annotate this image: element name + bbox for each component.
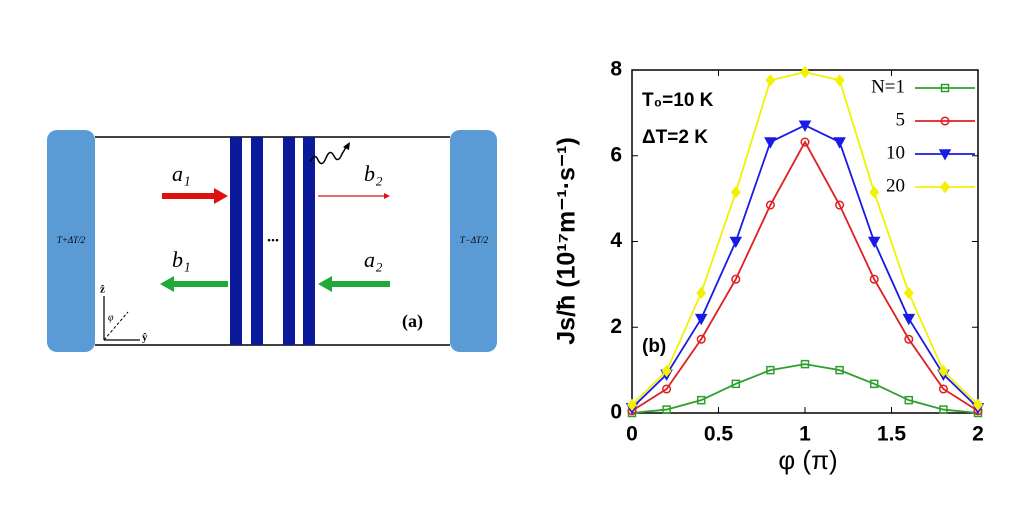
marker: [940, 116, 950, 126]
arrow-b2-head: [384, 193, 390, 199]
left-reservoir: [47, 130, 95, 352]
marker: [833, 137, 846, 149]
arrow-b1-head: [160, 276, 174, 292]
marker: [904, 334, 914, 344]
y-tick-label: 2: [610, 315, 622, 338]
annotation: (b): [642, 336, 666, 357]
marker: [800, 65, 810, 79]
x-tick-label: 0: [626, 423, 638, 446]
arrow-a2-head: [318, 276, 332, 292]
marker: [800, 359, 810, 369]
marker: [902, 313, 916, 326]
marker: [939, 405, 948, 414]
marker: [662, 405, 671, 414]
emission-arrowhead: [343, 142, 350, 150]
layer: [251, 137, 263, 345]
marker: [834, 74, 845, 87]
ellipsis: ...: [267, 229, 279, 246]
marker: [867, 236, 881, 249]
axis-y-label: ŷ: [142, 332, 148, 344]
marker: [869, 379, 879, 389]
y-tick-label: 8: [610, 58, 622, 81]
axis-angle-label: φ: [108, 312, 114, 323]
y-axis-label: Js/ħ (10¹⁷m⁻¹·s⁻¹): [553, 137, 581, 345]
marker: [835, 365, 844, 375]
diagram: T+ΔT/2 T−ΔT/2 ... a₁ b₂ b₁ a₂ ẑ ŷ φ (a): [47, 130, 497, 352]
y-tick-label: 0: [610, 401, 622, 424]
marker: [766, 365, 775, 375]
marker: [694, 313, 708, 326]
marker: [661, 364, 672, 378]
marker: [938, 384, 948, 394]
marker: [696, 286, 707, 300]
marker: [938, 149, 952, 161]
axis-z-label: ẑ: [100, 284, 105, 296]
legend-label: N=1: [871, 76, 905, 97]
marker: [903, 286, 914, 300]
y-tick-label: 4: [610, 229, 622, 252]
angle-axis: [103, 311, 129, 341]
marker: [835, 200, 845, 210]
right-reservoir-label: T−ΔT/2: [460, 235, 489, 245]
layer: [303, 137, 315, 345]
x-tick-label: 2: [972, 423, 984, 446]
marker: [730, 185, 741, 199]
marker: [731, 274, 741, 284]
marker: [627, 398, 637, 412]
marker: [973, 398, 983, 412]
legend-label: 5: [896, 109, 906, 130]
marker: [662, 384, 672, 394]
marker: [904, 395, 914, 405]
x-tick-label: 1: [799, 423, 811, 446]
marker: [696, 395, 706, 405]
arrow-a1-head: [214, 188, 228, 204]
layer: [230, 137, 242, 345]
marker: [940, 83, 950, 93]
annotation: T₀=10 K: [642, 90, 714, 111]
marker: [940, 180, 950, 194]
marker: [696, 334, 706, 344]
marker: [731, 379, 741, 389]
marker: [869, 274, 879, 284]
panel-label: (a): [402, 311, 423, 332]
layer: [283, 137, 295, 345]
label-b1: b₁: [172, 247, 191, 272]
marker: [765, 74, 776, 87]
x-tick-label: 1.5: [877, 423, 907, 446]
x-tick-label: 0.5: [704, 423, 734, 446]
marker: [765, 200, 775, 210]
marker: [764, 137, 777, 149]
marker: [938, 364, 949, 378]
label-b2: b₂: [364, 161, 383, 186]
left-reservoir-label: T+ΔT/2: [57, 235, 86, 245]
legend-label: 20: [886, 175, 905, 196]
series-line: [631, 140, 979, 412]
marker: [800, 137, 810, 147]
marker: [869, 185, 880, 199]
label-a1: a₁: [172, 161, 191, 186]
right-reservoir: [450, 130, 497, 352]
y-tick-label: 6: [610, 143, 622, 166]
legend-label: 10: [886, 142, 905, 163]
marker: [729, 236, 743, 249]
emission-wave: [309, 143, 349, 165]
x-axis-label: φ (π): [778, 445, 837, 475]
annotation: ΔT=2 K: [642, 127, 708, 148]
marker: [798, 120, 812, 132]
label-a2: a₂: [364, 247, 383, 272]
series-line: [631, 363, 979, 414]
